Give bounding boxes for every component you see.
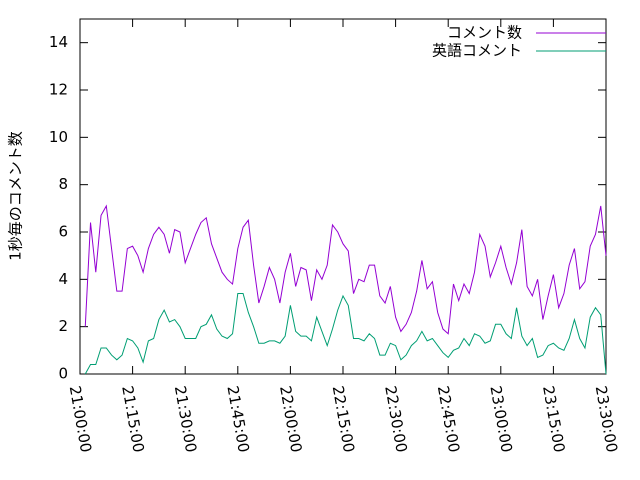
y-tick-label: 14 [49,33,68,51]
x-tick-label: 21:15:00 [118,384,147,453]
x-tick-label: 22:45:00 [434,384,463,453]
y-tick-label: 4 [58,270,68,288]
x-tick-label: 21:00:00 [66,384,95,453]
y-tick-label: 10 [49,128,68,146]
series-line [84,204,607,335]
y-tick-label: 6 [58,223,68,241]
legend-label: 英語コメント [432,42,522,60]
y-tick-label: 2 [58,317,68,335]
y-axis-label: 1秒毎のコメント数 [7,131,25,261]
y-tick-label: 0 [58,365,68,383]
x-tick-label: 23:00:00 [486,384,515,453]
x-tick-label: 23:30:00 [592,384,621,453]
x-tick-label: 22:00:00 [276,384,305,453]
x-tick-label: 21:30:00 [171,384,200,453]
y-tick-label: 8 [58,175,68,193]
x-tick-label: 22:30:00 [381,384,410,453]
y-tick-label: 12 [49,81,68,99]
legend-label: コメント数 [447,24,522,42]
series-line [84,293,607,375]
x-tick-label: 23:15:00 [539,384,568,453]
x-tick-label: 22:15:00 [329,384,358,453]
x-tick-label: 21:45:00 [223,384,252,453]
